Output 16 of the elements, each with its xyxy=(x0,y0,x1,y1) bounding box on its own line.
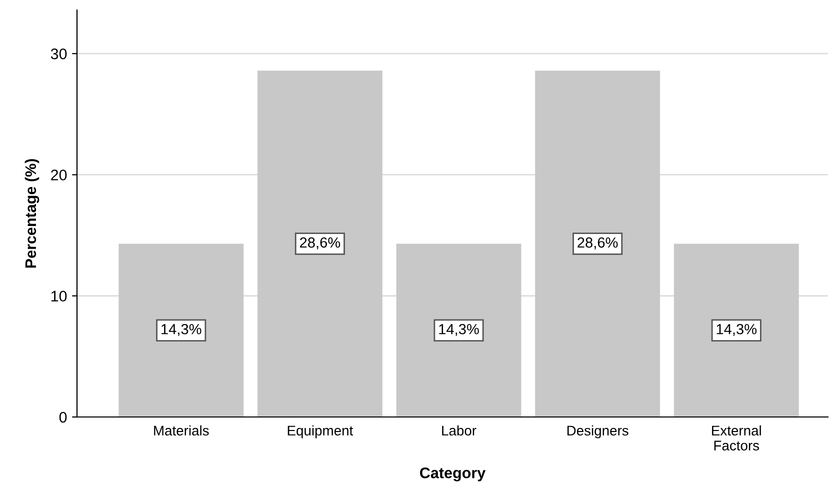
x-tick-label: Equipment xyxy=(288,425,354,438)
data-label: 28,6% xyxy=(300,237,340,250)
y-tick-label: 0 xyxy=(59,412,67,423)
data-label: 14,3% xyxy=(162,324,202,336)
data-label: 14,3% xyxy=(439,324,479,336)
y-axis-title: Percentage (%) xyxy=(24,159,40,268)
y-tick-label: 10 xyxy=(51,290,67,302)
data-label: 14,3% xyxy=(716,324,757,336)
x-tick-label: External Factors xyxy=(712,425,761,450)
x-tick-label: Labor xyxy=(442,425,476,436)
x-tick-label: Designers xyxy=(567,425,628,438)
x-axis-title: Category xyxy=(420,467,486,482)
x-tick-label: Materials xyxy=(154,425,209,436)
y-tick-label: 20 xyxy=(51,170,67,180)
y-tick-label: 30 xyxy=(50,48,67,60)
data-label: 28,6% xyxy=(578,237,618,250)
